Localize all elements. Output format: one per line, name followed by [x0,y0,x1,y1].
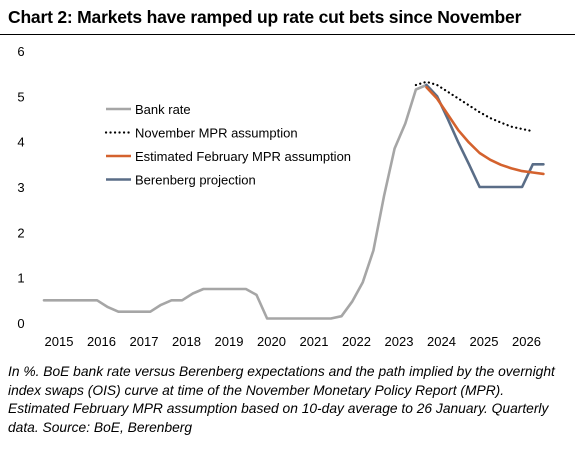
y-tick-label: 5 [17,89,24,104]
title-divider [0,34,575,35]
y-axis: 0 1 2 3 4 5 6 [17,44,24,331]
legend-label-0: Bank rate [135,102,191,117]
series-layer [42,80,545,320]
x-tick-label: 2026 [512,334,541,349]
legend-label-3: Berenberg projection [135,173,256,188]
y-tick-label: 1 [17,271,24,286]
x-tick-label: 2018 [172,334,201,349]
line-chart: 0 1 2 3 4 5 6 2015 2016 2017 2018 2019 2020 2021 2022… [17,44,545,349]
y-tick-label: 0 [17,316,24,331]
x-axis: 2015 2016 2017 2018 2019 2020 2021 2022 2023 2024… [45,334,541,349]
x-tick-label: 2019 [215,334,244,349]
y-tick-label: 6 [17,44,24,59]
x-tick-label: 2023 [385,334,414,349]
series-line-2 [425,86,545,176]
y-tick-label: 2 [17,225,24,240]
x-tick-label: 2015 [45,334,74,349]
x-tick-label: 2016 [87,334,116,349]
chart-footnote: In %. BoE bank rate versus Berenberg exp… [8,364,555,435]
series-line-1 [414,80,534,133]
series-line-0 [42,83,428,320]
x-tick-label: 2021 [300,334,329,349]
x-tick-label: 2017 [130,334,159,349]
y-tick-label: 4 [17,135,24,150]
legend-label-1: November MPR assumption [135,126,298,141]
x-tick-label: 2025 [470,334,499,349]
x-tick-label: 2024 [427,334,456,349]
legend-label-2: Estimated February MPR assumption [135,149,351,164]
y-tick-label: 3 [17,180,24,195]
series-line-3 [425,83,545,189]
x-tick-label: 2022 [342,334,371,349]
x-tick-label: 2020 [257,334,286,349]
chart-title: Chart 2: Markets have ramped up rate cut… [8,7,522,27]
legend: Bank rate November MPR assumption Estimate… [104,102,351,188]
